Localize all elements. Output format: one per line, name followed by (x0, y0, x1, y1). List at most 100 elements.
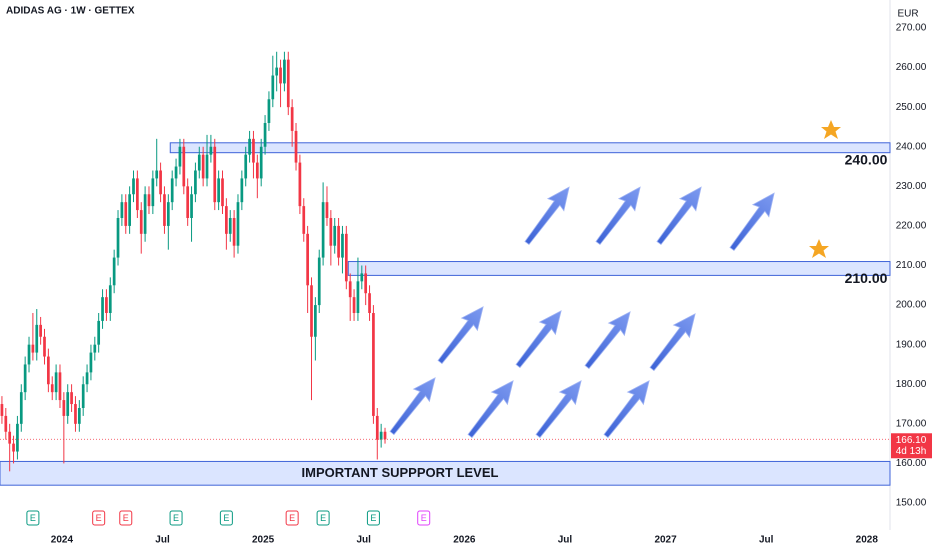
candle-body (81, 384, 85, 408)
candle-body (372, 313, 375, 416)
candle-body (89, 352, 93, 373)
candle-body (352, 297, 356, 313)
candle-body (170, 178, 174, 203)
star-icon (809, 239, 829, 258)
y-tick-label: 250.00 (896, 102, 927, 113)
last-price-label: 166.10 (896, 435, 927, 446)
y-tick-label: 200.00 (896, 300, 927, 311)
candle-body (101, 297, 104, 321)
candle-body (43, 336, 46, 357)
candle-body (364, 273, 368, 294)
overlay: 240.00 210.00 IMPORTANT SUPPPORT LEVEL 166.… (0, 151, 932, 526)
candle-body (252, 138, 255, 163)
candle-body (201, 154, 205, 179)
x-tick-label: Jul (558, 535, 573, 546)
candle-body (174, 166, 178, 179)
candle-body (333, 225, 337, 246)
candle-body (155, 170, 159, 179)
y-tick-label: 270.00 (896, 23, 927, 34)
arrow (529, 374, 590, 443)
candle-body (39, 324, 42, 337)
x-tick-label: 2028 (856, 535, 879, 546)
arrow (723, 186, 783, 256)
currency: EUR (897, 9, 918, 20)
candle-body (341, 233, 344, 258)
candle-body (116, 218, 120, 258)
candle-body (163, 194, 166, 226)
arrow (509, 304, 570, 373)
candle-body (143, 194, 147, 234)
y-tick-label: 160.00 (896, 458, 927, 469)
candle-body (221, 178, 224, 207)
candle-body (267, 99, 271, 123)
candle-body (23, 364, 27, 393)
event-icon (366, 510, 380, 526)
countdown-label: 4d 13h (896, 446, 927, 457)
candle-body (62, 400, 66, 416)
candle-body (263, 123, 267, 147)
event-icon (417, 510, 431, 526)
candle-body (244, 154, 248, 179)
candle-body (236, 202, 240, 246)
candle-body (348, 281, 352, 298)
event-label: E (320, 513, 326, 523)
candle-body (383, 431, 387, 440)
event-icon (316, 510, 330, 526)
x-tick-label: 2025 (252, 535, 275, 546)
event-label: E (370, 513, 376, 523)
candle-body (290, 107, 294, 131)
candle-body (255, 162, 259, 179)
candle-body (151, 178, 155, 207)
y-tick-label: 220.00 (896, 221, 927, 232)
candle-body (314, 305, 317, 337)
candle-body (337, 225, 340, 258)
candle-body (217, 178, 220, 203)
candle-body (8, 431, 12, 444)
event-icon (119, 510, 133, 526)
candle-body (306, 233, 309, 286)
candle-body (31, 344, 35, 353)
candle-body (283, 59, 286, 84)
candle-body (310, 285, 313, 337)
y-tick-label: 190.00 (896, 339, 927, 350)
x-tick-label: Jul (759, 535, 774, 546)
x-tick-label: 2024 (51, 535, 74, 546)
candle-body (16, 423, 19, 452)
x-tick-label: Jul (155, 535, 170, 546)
candle-body (275, 67, 279, 76)
candle-body (166, 202, 170, 226)
candle-body (105, 297, 108, 313)
arrow (643, 307, 704, 376)
candle-body (360, 273, 364, 282)
support-zone (0, 460, 891, 486)
zone-label: 240.00 (845, 151, 888, 167)
y-tick-label: 180.00 (896, 379, 927, 390)
candle-body (35, 324, 39, 353)
candle-body (194, 170, 197, 195)
candles (0, 51, 387, 472)
candle-body (294, 130, 298, 163)
candle-body (356, 281, 360, 313)
x-tick-label: 2027 (654, 535, 677, 546)
candle-body (298, 162, 302, 207)
arrow (589, 180, 649, 250)
event-label: E (123, 513, 129, 523)
event-label: E (96, 513, 102, 523)
candle-body (0, 404, 4, 416)
candle-body (248, 138, 251, 155)
candle-body (66, 392, 70, 416)
candle-body (302, 206, 306, 234)
candle-body (368, 293, 371, 313)
candle-body (159, 170, 162, 195)
candle-body (321, 202, 325, 258)
candle-body (124, 202, 128, 226)
arrow (597, 374, 658, 443)
event-label: E (421, 513, 427, 523)
candle-body (139, 210, 143, 234)
candle-body (186, 186, 190, 218)
candle-body (209, 146, 213, 155)
candle-body (213, 146, 217, 203)
candle-body (228, 218, 232, 234)
event-icon (219, 510, 233, 526)
